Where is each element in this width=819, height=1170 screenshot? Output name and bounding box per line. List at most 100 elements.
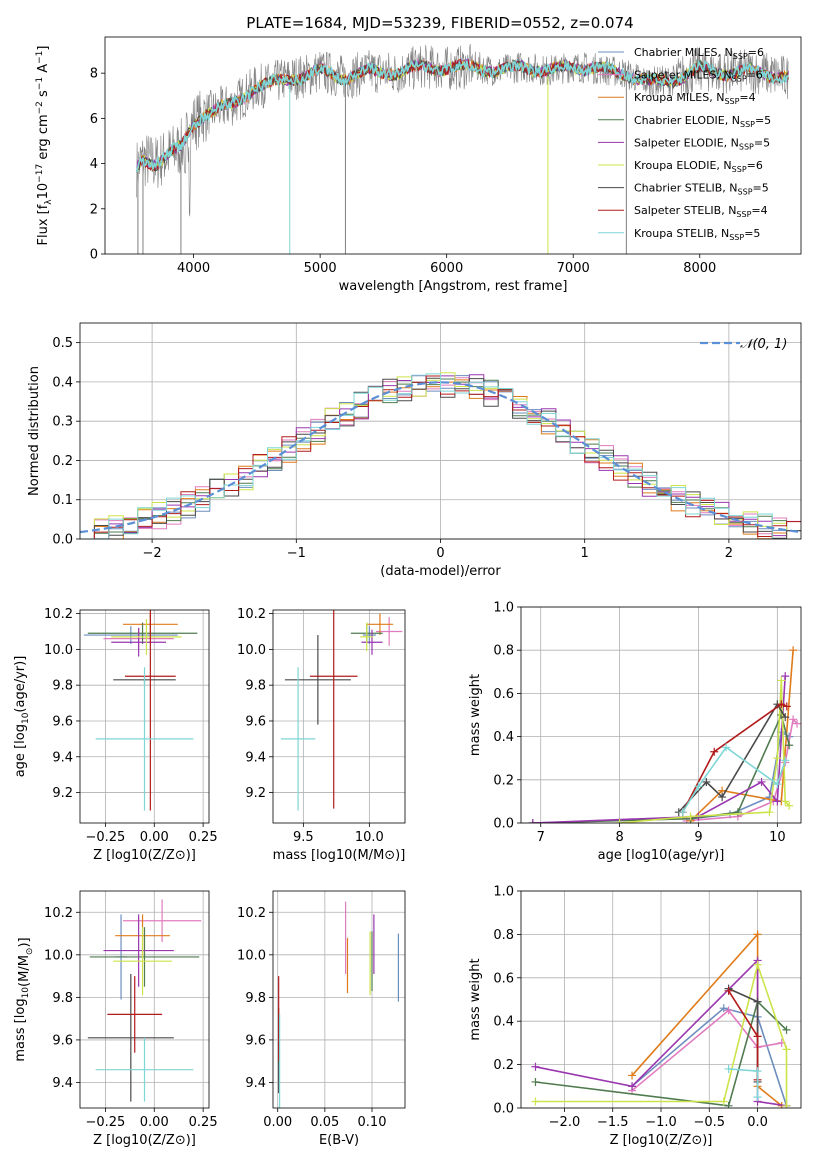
weight-marker-kroupa_elodie bbox=[773, 754, 782, 763]
x-tick-label: 10 bbox=[769, 830, 786, 845]
weight-marker-kroupa_stelib bbox=[722, 743, 731, 752]
x-tick-label: −0.25 bbox=[85, 1115, 125, 1130]
weight-marker-salpeter_elodie bbox=[757, 777, 766, 786]
weight-marker-kroupa_elodie bbox=[719, 1097, 728, 1106]
weight-marker-salpeter_elodie bbox=[781, 672, 790, 681]
y-tick-label: 9.4 bbox=[52, 1076, 73, 1091]
x-tick-label: 0.25 bbox=[189, 1115, 218, 1130]
legend-sub: SSP bbox=[732, 165, 747, 174]
y-axis-label: Normed distribution bbox=[27, 366, 42, 496]
legend-label: Kroupa MILES, N bbox=[634, 91, 724, 104]
weight-marker-chabrier_stelib bbox=[781, 713, 790, 722]
legend-entry: Chabrier STELIB, NSSP=5 bbox=[634, 182, 769, 197]
panel-age-vs-mass: 9.5 10.0 9.2 9.4 9.6 9.8 10.0 10.2 mass [log10(M… bbox=[237, 607, 406, 863]
weight-marker-salpeter_elodie bbox=[531, 1062, 540, 1071]
weight-marker-chabrier_elodie bbox=[733, 808, 742, 817]
axes-frame bbox=[79, 322, 802, 540]
weight-marker-salpeter_stelib bbox=[777, 700, 786, 709]
y-tick-label: 9.6 bbox=[52, 1033, 73, 1048]
legend-gaussian: 𝒩(0, 1) bbox=[740, 337, 787, 352]
y-tick-label: 10.0 bbox=[44, 643, 73, 658]
x-tick-label: 0.00 bbox=[140, 1115, 169, 1130]
label-part: s bbox=[36, 90, 51, 101]
weight-marker-kroupa_elodie bbox=[782, 1045, 791, 1054]
x-axis-label: Z [log10(Z/Z⊙)] bbox=[610, 1133, 713, 1148]
weight-marker-kroupa_stelib bbox=[773, 780, 782, 789]
weight-marker-chabrier_elodie bbox=[785, 741, 794, 750]
x-tick-label: 0.00 bbox=[263, 1115, 292, 1130]
y-tick-label: 0.0 bbox=[493, 817, 514, 832]
weight-marker-chabrier_elodie bbox=[724, 1101, 733, 1108]
x-axis-label: Z [log10(Z/Z⊙)] bbox=[93, 848, 196, 863]
x-tick-label: −2 bbox=[143, 546, 162, 561]
weight-marker-salpeter_elodie bbox=[773, 797, 782, 806]
x-tick-label: 8000 bbox=[683, 261, 716, 276]
y-tick-label: 1.0 bbox=[493, 601, 514, 616]
weight-marker-kroupa_stelib bbox=[781, 756, 790, 765]
weight-line-salpeter_stelib bbox=[681, 703, 788, 813]
legend-entry: Chabrier ELODIE, NSSP=5 bbox=[634, 114, 771, 129]
y-tick-label: 0.4 bbox=[52, 375, 73, 390]
y-tick-label: 0.2 bbox=[52, 454, 73, 469]
label-part: )] bbox=[17, 937, 32, 947]
y-axis-label: mass [log10(M/M⊙)] bbox=[13, 937, 35, 1061]
y-tick-label: 9.8 bbox=[52, 991, 73, 1006]
y-tick-label: 0.0 bbox=[52, 533, 73, 548]
weight-marker-kroupa_stelib bbox=[724, 1064, 733, 1073]
x-axis-label: mass [log10(M/M⊙)] bbox=[273, 848, 406, 863]
axes-frame bbox=[272, 890, 406, 1109]
y-tick-label: 0 bbox=[90, 248, 98, 263]
weight-marker-kroupa_stelib bbox=[753, 1067, 762, 1076]
plot-area bbox=[135, 43, 789, 254]
axes-frame bbox=[520, 606, 802, 824]
y-tick-label: 9.8 bbox=[245, 679, 266, 694]
label-part: A bbox=[36, 64, 51, 77]
y-tick-label: 0.2 bbox=[493, 1058, 514, 1073]
legend-eq: =6 bbox=[748, 46, 764, 59]
x-tick-label: 9.5 bbox=[293, 830, 314, 845]
legend-sub: SSP bbox=[732, 75, 747, 84]
panel-mass-vs-Z: −0.25 0.00 0.25 9.4 9.6 9.8 10.0 10.2 Z [log10(Z… bbox=[13, 890, 218, 1148]
x-tick-label: 7000 bbox=[557, 261, 590, 276]
x-tick-label: 0 bbox=[436, 546, 444, 561]
weight-marker-kroupa_elodie bbox=[781, 797, 790, 806]
y-tick-label: 10.2 bbox=[237, 607, 266, 622]
legend-eq: =5 bbox=[744, 227, 760, 240]
weight-marker-kroupa_elodie bbox=[765, 808, 774, 817]
y-tick-label: 0.5 bbox=[52, 336, 73, 351]
legend-entry: Kroupa MILES, NSSP=4 bbox=[634, 91, 756, 106]
y-tick-label: 0.8 bbox=[493, 644, 514, 659]
legend-sub: SSP bbox=[740, 120, 755, 129]
weight-marker-kroupa_stelib bbox=[753, 1093, 762, 1102]
weight-line-chabrier_miles bbox=[631, 1007, 788, 1107]
legend-eq: =6 bbox=[747, 159, 763, 172]
y-tick-label: 0.4 bbox=[493, 1015, 514, 1030]
legend-label: Chabrier ELODIE, N bbox=[634, 114, 740, 127]
plot-area bbox=[528, 646, 801, 823]
weight-marker-chabrier_elodie bbox=[531, 1077, 540, 1086]
y-tick-label: 9.4 bbox=[52, 750, 73, 765]
weight-marker-kroupa_elodie bbox=[785, 801, 794, 810]
label-part: 10 bbox=[36, 183, 51, 200]
weight-marker-kroupa_miles bbox=[753, 930, 762, 939]
legend-entry: Chabrier MILES, NSSP=6 bbox=[634, 46, 764, 61]
legend-sub: SSP bbox=[739, 142, 754, 151]
legend-sub: SSP bbox=[724, 97, 739, 106]
weight-line-chabrier_stelib bbox=[728, 987, 759, 1082]
weight-marker-chabrier_stelib bbox=[718, 793, 727, 802]
legend-eq: =4 bbox=[751, 204, 767, 217]
x-axis-label: Z [log10(Z/Z⊙)] bbox=[93, 1133, 196, 1148]
axes-frame bbox=[520, 890, 802, 1109]
weight-marker-chabrier_stelib bbox=[702, 777, 711, 786]
label-part: 10 bbox=[21, 712, 31, 724]
y-tick-label: 0.1 bbox=[52, 493, 73, 508]
x-tick-label: 6000 bbox=[430, 261, 463, 276]
weight-marker-kroupa_miles bbox=[789, 646, 798, 655]
legend-label: Salpeter STELIB, N bbox=[634, 204, 736, 217]
weight-marker-salpeter_miles bbox=[724, 1006, 733, 1015]
plot-area bbox=[80, 372, 801, 539]
legend-label: Kroupa STELIB, N bbox=[634, 227, 729, 240]
weight-marker-chabrier_miles bbox=[719, 1004, 728, 1013]
plot-area bbox=[531, 930, 791, 1108]
